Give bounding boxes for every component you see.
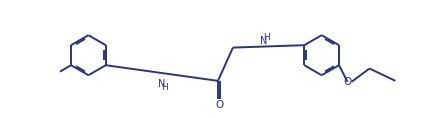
Text: N: N — [158, 79, 165, 89]
Text: O: O — [215, 101, 223, 110]
Text: O: O — [344, 77, 352, 87]
Text: H: H — [263, 33, 270, 42]
Text: N: N — [260, 36, 268, 46]
Text: H: H — [161, 83, 168, 92]
